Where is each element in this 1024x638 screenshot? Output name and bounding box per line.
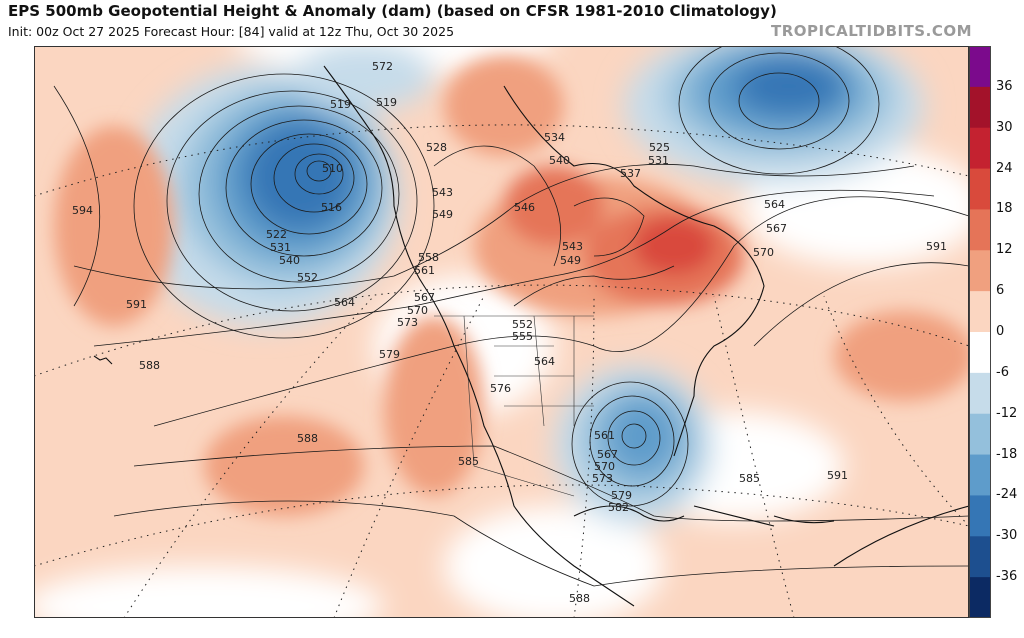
height-contour-label: 534 — [544, 131, 565, 144]
colorbar-tick-label: -18 — [996, 446, 1018, 462]
colorbar-swatch — [969, 413, 991, 456]
height-contour-label: 510 — [322, 162, 343, 175]
height-contour-label: 579 — [379, 348, 400, 361]
height-contour-label: 579 — [611, 489, 632, 502]
height-contour-label: 543 — [432, 186, 453, 199]
height-contour-label: 561 — [414, 264, 435, 277]
colorbar-tick-label: 18 — [996, 201, 1013, 217]
colorbar-tick-label: 0 — [996, 324, 1005, 339]
height-contour-label: 594 — [72, 204, 93, 217]
height-contour-label: 576 — [490, 382, 511, 395]
colorbar-tick-label: -24 — [996, 487, 1018, 503]
colorbar-swatch — [969, 46, 991, 88]
height-contour-label: 570 — [594, 460, 615, 473]
map-subtitle: Init: 00z Oct 27 2025 Forecast Hour: [84… — [8, 24, 455, 39]
height-contour-label: 585 — [739, 472, 760, 485]
height-contour-label: 543 — [562, 240, 583, 253]
colorbar-swatch — [969, 250, 991, 292]
height-contour-label: 573 — [592, 472, 613, 485]
height-contour-label: 561 — [594, 429, 615, 442]
colorbar-swatch — [969, 86, 991, 129]
colorbar-tick-label: 36 — [996, 78, 1013, 94]
height-contour-label: 564 — [764, 198, 785, 211]
height-contour-label: 567 — [414, 291, 435, 304]
height-contour-label: 591 — [827, 469, 848, 482]
height-contour-label: 564 — [534, 355, 555, 368]
height-contour-label: 552 — [297, 271, 318, 284]
colorbar-swatch — [969, 209, 991, 251]
colorbar-tick-label: -36 — [996, 569, 1018, 585]
height-contour-label: 573 — [397, 316, 418, 329]
height-contour-label: 522 — [266, 228, 287, 241]
height-contour-label: 570 — [407, 304, 428, 317]
colorbar-swatch — [969, 168, 991, 210]
colorbar-swatch — [969, 372, 991, 415]
map-frame — [34, 46, 969, 618]
height-contour-label: 555 — [512, 330, 533, 343]
height-contour-label: 572 — [372, 60, 393, 73]
colorbar-tick-label: 6 — [996, 283, 1005, 299]
height-contour-label: 567 — [597, 448, 618, 461]
height-contour-label: 591 — [926, 240, 947, 253]
height-contour-label: 528 — [426, 141, 447, 154]
colorbar-tick-label: 12 — [996, 242, 1013, 258]
height-contour-label: 519 — [330, 98, 351, 111]
colorbar-tick-label: -12 — [996, 405, 1018, 421]
height-contour-label: 588 — [569, 592, 590, 605]
height-contour-label: 564 — [334, 296, 355, 309]
height-contour-label: 537 — [620, 167, 641, 180]
height-contour-label: 540 — [279, 254, 300, 267]
height-contour-label: 591 — [126, 298, 147, 311]
colorbar-swatch — [969, 536, 991, 578]
height-contour-label: 531 — [648, 154, 669, 167]
height-contour-label: 585 — [458, 455, 479, 468]
colorbar-swatch — [969, 495, 991, 537]
height-contours — [53, 46, 969, 587]
colorbar-swatch — [969, 332, 991, 374]
brand-watermark: TROPICALTIDBITS.COM — [771, 22, 972, 40]
coastlines — [93, 65, 969, 607]
height-contour-label: 540 — [549, 154, 570, 167]
height-contour-label: 567 — [766, 222, 787, 235]
colorbar-swatch — [969, 454, 991, 496]
height-contour-label: 546 — [514, 201, 535, 214]
height-contour-label: 519 — [376, 96, 397, 109]
colorbar-swatch — [969, 577, 991, 618]
colorbar — [969, 46, 991, 618]
height-contour-label: 531 — [270, 241, 291, 254]
colorbar-swatch — [969, 291, 991, 333]
height-contour-label: 570 — [753, 246, 774, 259]
height-contour-label: 588 — [297, 432, 318, 445]
borders — [434, 315, 594, 497]
colorbar-tick-label: -6 — [996, 364, 1009, 380]
colorbar-swatch — [969, 127, 991, 170]
height-contour-label: 525 — [649, 141, 670, 154]
height-contour-label: 588 — [139, 359, 160, 372]
colorbar-tick-label: -30 — [996, 528, 1018, 544]
height-contour-label: 549 — [560, 254, 581, 267]
map-title: EPS 500mb Geopotential Height & Anomaly … — [8, 2, 777, 20]
height-contour-label: 549 — [432, 208, 453, 221]
colorbar-tick-label: 24 — [996, 160, 1013, 176]
height-contour-label: 552 — [512, 318, 533, 331]
height-contour-label: 516 — [321, 201, 342, 214]
height-contour-label: 582 — [608, 501, 629, 514]
height-contour-label: 558 — [418, 251, 439, 264]
colorbar-tick-label: 30 — [996, 119, 1013, 135]
